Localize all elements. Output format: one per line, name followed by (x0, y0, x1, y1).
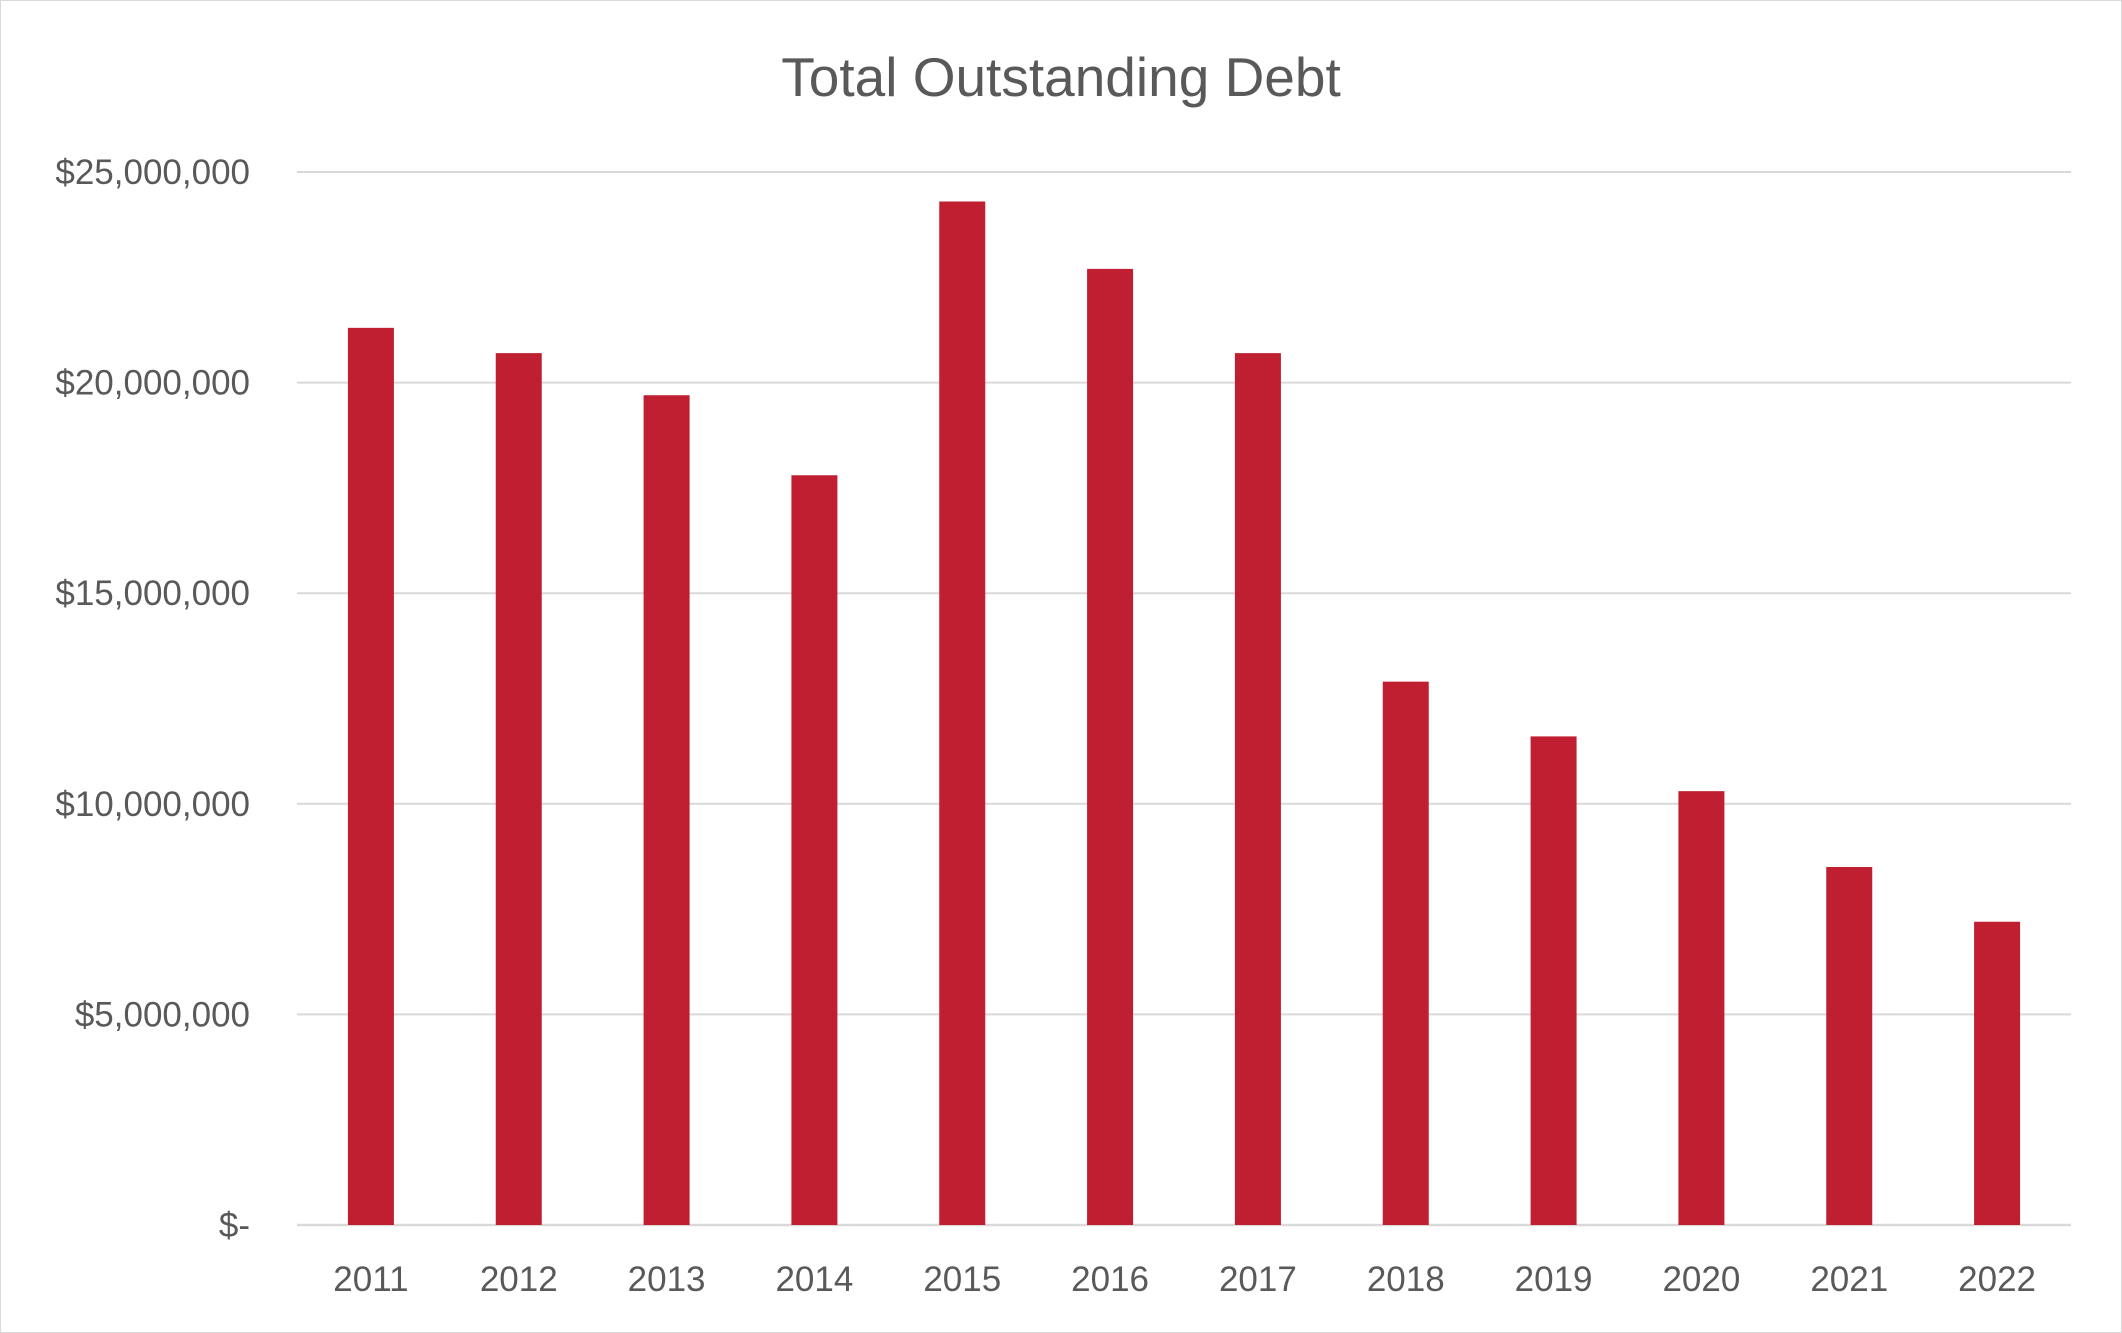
x-tick-label: 2021 (1810, 1260, 1888, 1299)
y-tick-label: $15,000,000 (55, 574, 250, 613)
bar-2017 (1234, 353, 1281, 1226)
bar-2021 (1826, 866, 1873, 1225)
x-tick-label: 2020 (1662, 1260, 1740, 1299)
x-tick-label: 2014 (775, 1260, 853, 1299)
bar-2022 (1974, 921, 2021, 1225)
chart-title: Total Outstanding Debt (781, 46, 1341, 108)
bar-2014 (791, 475, 838, 1225)
y-tick-label: $25,000,000 (55, 153, 250, 192)
x-tick-label: 2015 (923, 1260, 1001, 1299)
y-tick-label: $5,000,000 (75, 995, 250, 1034)
bar-2020 (1678, 791, 1725, 1225)
y-tick-label: $- (219, 1206, 250, 1245)
bar-2016 (1087, 268, 1134, 1226)
bar-2012 (495, 353, 542, 1226)
x-tick-label: 2018 (1367, 1260, 1445, 1299)
x-tick-label: 2011 (333, 1260, 408, 1299)
y-tick-label: $10,000,000 (55, 785, 250, 824)
x-tick-label: 2013 (628, 1260, 706, 1299)
x-tick-label: 2022 (1958, 1260, 2036, 1299)
bar-2011 (347, 327, 394, 1225)
x-tick-label: 2016 (1071, 1260, 1149, 1299)
y-tick-label: $20,000,000 (55, 364, 250, 403)
bar-2018 (1382, 681, 1429, 1225)
x-tick-label: 2017 (1219, 1260, 1297, 1299)
bar-2019 (1530, 736, 1577, 1225)
bar-2013 (643, 395, 690, 1226)
x-tick-label: 2019 (1515, 1260, 1593, 1299)
bar-2015 (939, 201, 986, 1225)
x-tick-label: 2012 (480, 1260, 558, 1299)
